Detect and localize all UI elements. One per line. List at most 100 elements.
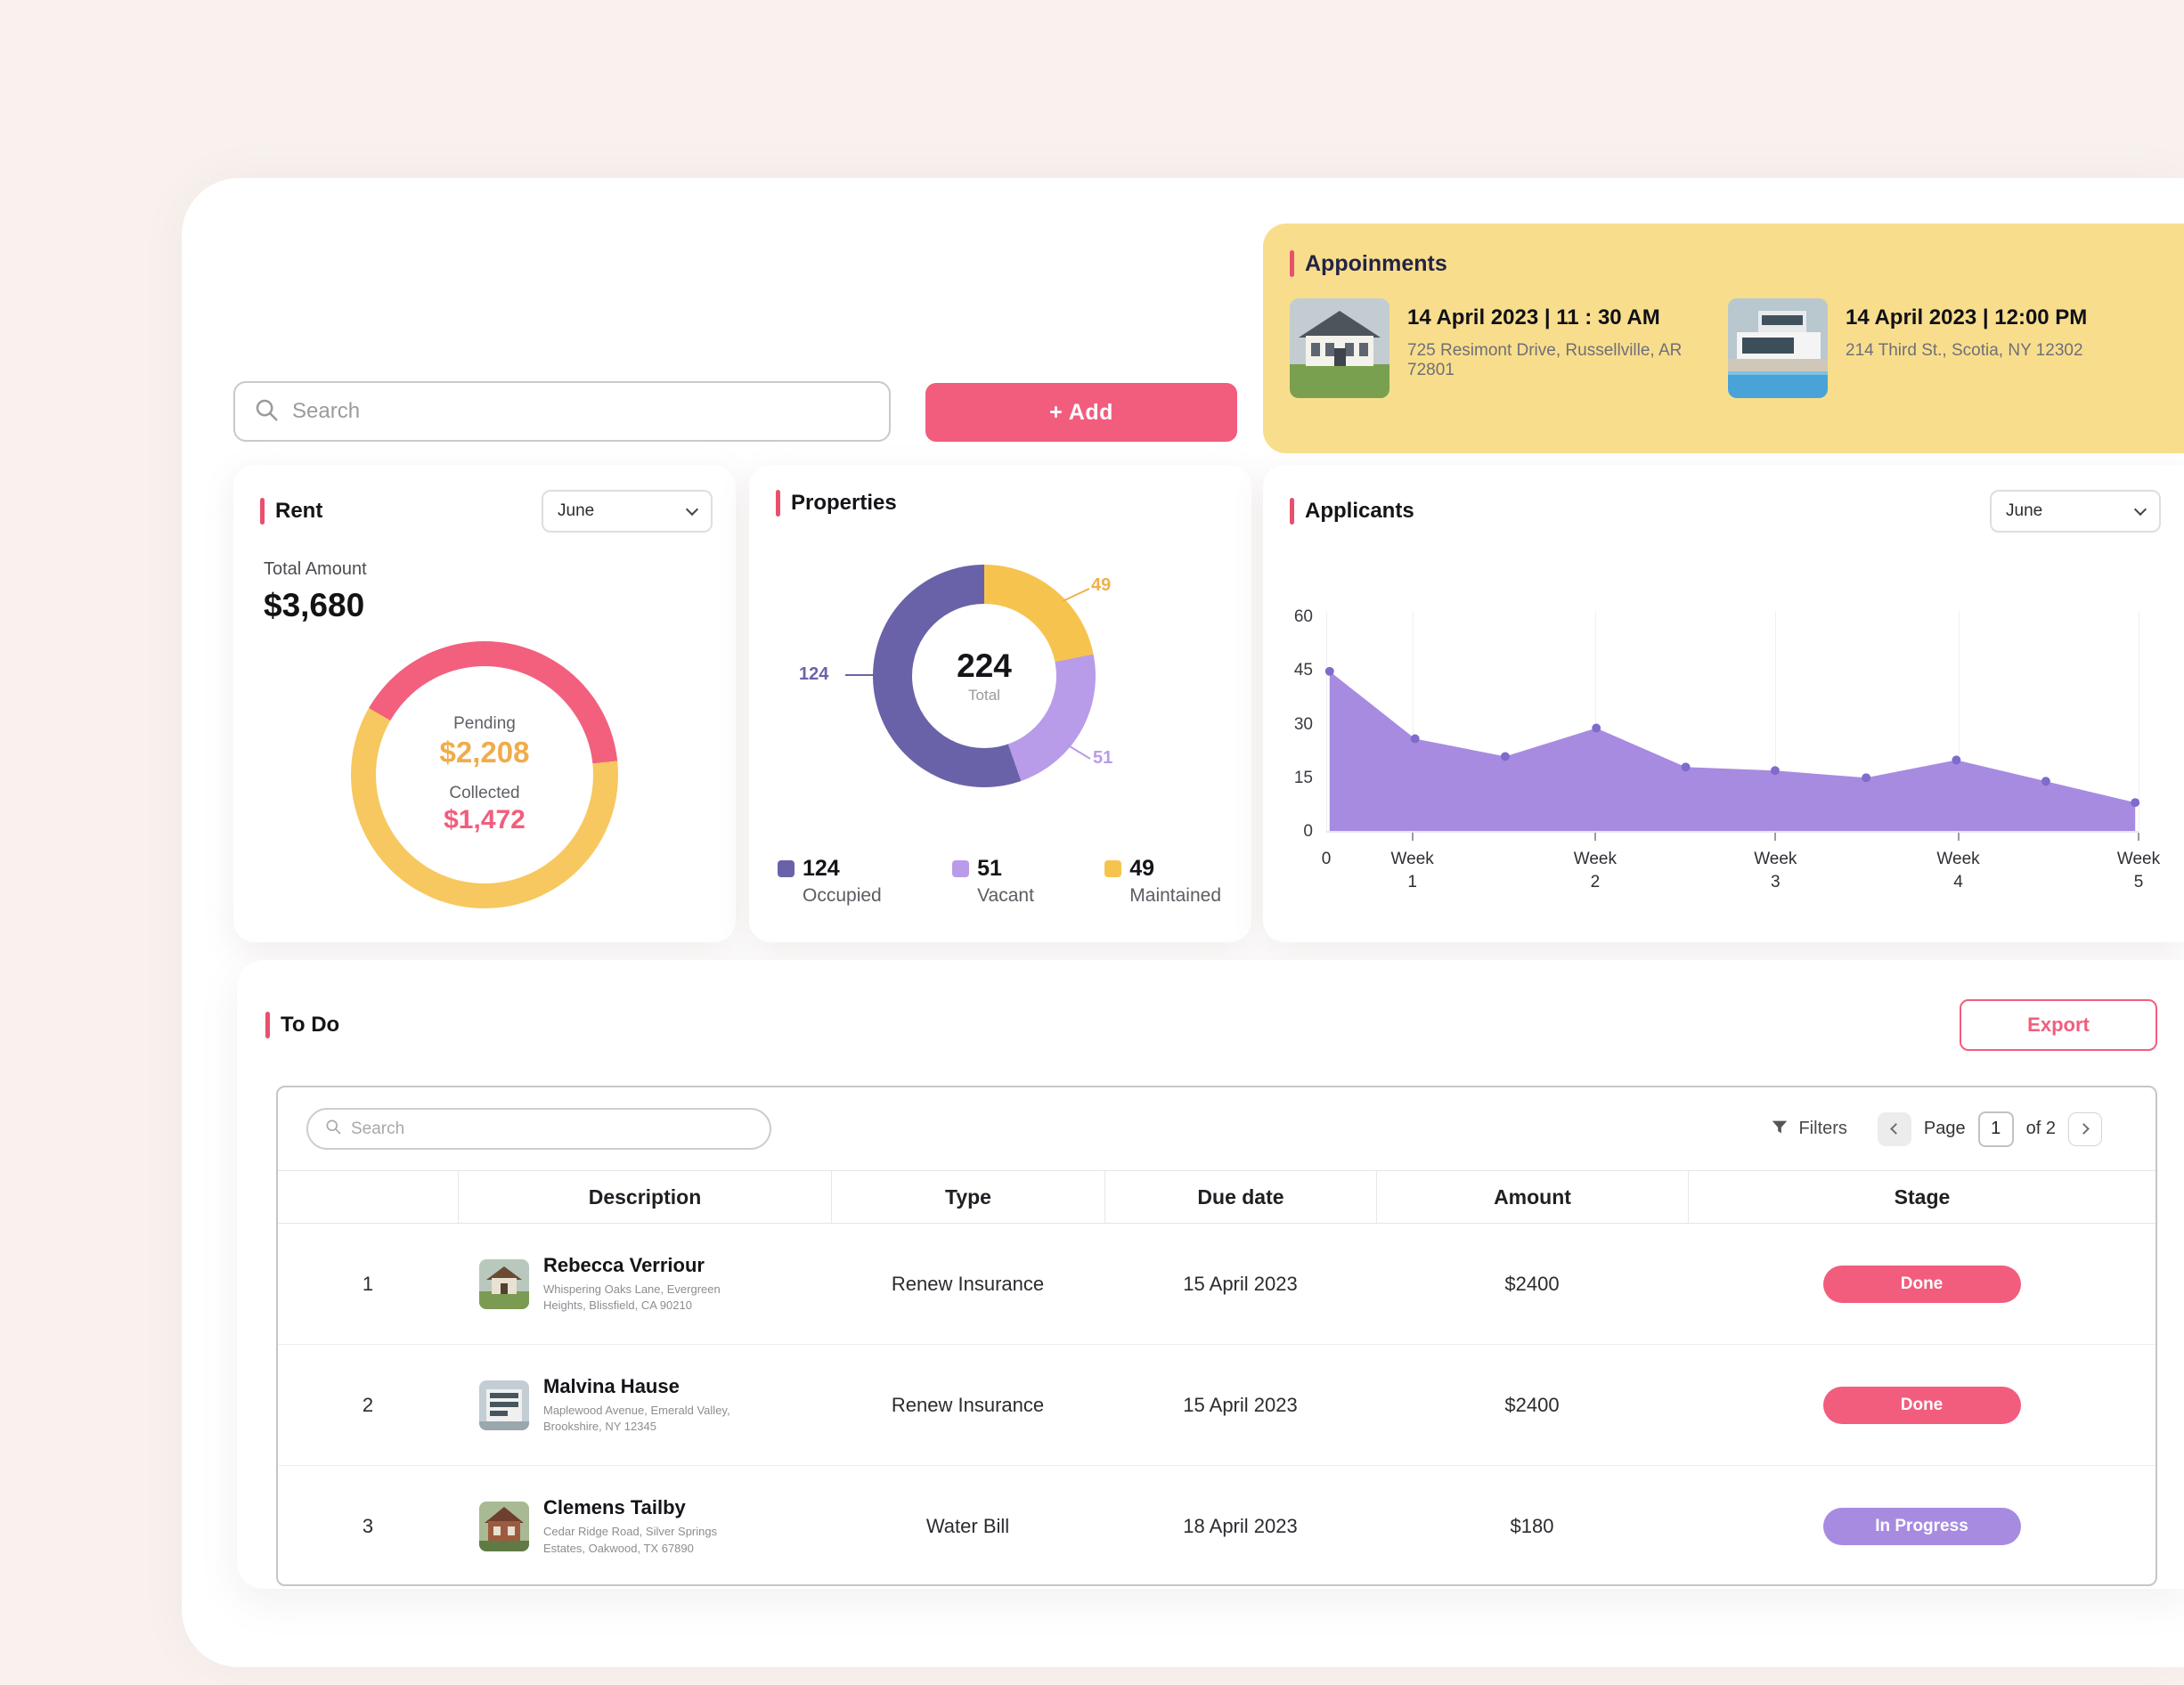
table-row[interactable]: 1 Rebecca Verriour Whispering Oaks Lane,…: [278, 1224, 2155, 1345]
amount: $2400: [1504, 1393, 1560, 1416]
chevron-left-icon: [1890, 1123, 1902, 1135]
properties-title: Properties: [776, 490, 897, 517]
table-search[interactable]: [306, 1108, 771, 1150]
prev-page-button[interactable]: [1877, 1111, 1911, 1146]
table-body: 1 Rebecca Verriour Whispering Oaks Lane,…: [278, 1224, 2155, 1584]
appointment-info: 14 April 2023 | 11 : 30 AM 725 Resimont …: [1407, 298, 1728, 398]
chart-gridlines: [1326, 611, 2139, 841]
applicants-title: Applicants: [1290, 498, 1414, 525]
search-icon: [253, 396, 280, 427]
property-avatar: [479, 1502, 529, 1551]
properties-donut-center: 224 Total: [912, 604, 1056, 748]
appointments-title-text: Appoinments: [1305, 250, 1447, 276]
y-tick-label: 0: [1303, 822, 1313, 841]
tenant-name: Clemens Tailby: [543, 1496, 686, 1519]
x-tick-label: Week 5: [2116, 850, 2161, 891]
tenant-address: Whispering Oaks Lane, Evergreen Heights,…: [543, 1282, 721, 1312]
due-date: 18 April 2023: [1183, 1515, 1298, 1537]
chevron-right-icon: [2078, 1123, 2090, 1135]
export-button[interactable]: Export: [1960, 999, 2157, 1051]
collected-amount: $1,472: [444, 805, 526, 834]
rent-total-amount: $3,680: [264, 587, 365, 623]
chevron-down-icon: [685, 502, 699, 516]
search-icon: [324, 1118, 342, 1140]
due-date: 15 April 2023: [1183, 1393, 1298, 1416]
search-input[interactable]: [292, 399, 871, 424]
applicants-month-dropdown[interactable]: June: [1990, 490, 2161, 533]
add-button[interactable]: + Add: [925, 383, 1237, 442]
legend-item-occupied: 124 Occupied: [778, 856, 882, 907]
y-tick-label: 15: [1293, 768, 1313, 787]
properties-total-label: Total: [968, 687, 1000, 704]
todo-title: To Do: [265, 1012, 339, 1038]
accent-bar: [265, 1012, 270, 1038]
tenant-address: Cedar Ridge Road, Silver Springs Estates…: [543, 1525, 718, 1555]
x-tick-label: 0: [1321, 850, 1332, 868]
stage-pill: In Progress: [1822, 1508, 2021, 1545]
amount: $2400: [1504, 1272, 1560, 1295]
table-row[interactable]: 2 Malvina Hause Maplewood Avenue, Emeral…: [278, 1345, 2155, 1466]
appointment-item[interactable]: 14 April 2023 | 12:00 PM 214 Third St., …: [1728, 298, 2166, 398]
appointment-datetime: 14 April 2023 | 12:00 PM: [1846, 305, 2088, 330]
accent-bar: [260, 498, 265, 525]
row-index: 1: [362, 1272, 374, 1295]
legend-swatch: [952, 860, 970, 877]
description-cell: Clemens Tailby Cedar Ridge Road, Silver …: [458, 1496, 831, 1556]
filters-button[interactable]: Filters: [1770, 1117, 1847, 1142]
rent-donut-center: Pending $2,208 Collected $1,472: [376, 666, 593, 883]
accent-bar: [776, 490, 780, 517]
callout-occupied: 124: [799, 664, 829, 684]
rent-total-label: Total Amount: [264, 559, 367, 579]
tenant-name: Rebecca Verriour: [543, 1253, 705, 1276]
x-tick-label: Week 1: [1390, 850, 1434, 891]
description-cell: Malvina Hause Maplewood Avenue, Emerald …: [458, 1375, 831, 1435]
accent-bar: [1290, 250, 1294, 277]
applicants-y-axis: 0 15 30 45 60: [1263, 607, 1313, 841]
appointment-datetime: 14 April 2023 | 11 : 30 AM: [1407, 305, 1660, 330]
next-page-button[interactable]: [2068, 1111, 2102, 1146]
rent-month-value: June: [558, 501, 595, 520]
pending-label: Pending: [453, 714, 516, 733]
column-amount: Amount: [1376, 1171, 1688, 1223]
page-number-input[interactable]: [1977, 1111, 2014, 1147]
task-type: Water Bill: [925, 1515, 1010, 1537]
y-tick-label: 45: [1293, 661, 1313, 680]
rent-card: Rent June Total Amount $3,680 Pending $2…: [233, 465, 736, 942]
applicants-card: Applicants June 0 15 30 45 60 0 Week 1 Week 2 Wee…: [1263, 465, 2184, 942]
appointments-card: Appoinments 14 April 2023 | 11 : 30 AM 7…: [1263, 224, 2184, 453]
page-of-label: of 2: [2025, 1119, 2056, 1138]
legend-swatch: [1104, 860, 1122, 877]
column-type: Type: [831, 1171, 1104, 1223]
row-index: 3: [362, 1515, 374, 1537]
chevron-down-icon: [2133, 502, 2147, 516]
tenant-name: Malvina Hause: [543, 1374, 680, 1397]
task-type: Renew Insurance: [891, 1272, 1045, 1295]
column-index: [278, 1171, 458, 1223]
x-tick-label: Week 4: [1936, 850, 1980, 891]
appointment-item[interactable]: 14 April 2023 | 11 : 30 AM 725 Resimont …: [1290, 298, 1728, 398]
page-label: Page: [1923, 1119, 1966, 1138]
table-row[interactable]: 3 Clemens Tailby Cedar Ridge Road, Silve…: [278, 1466, 2155, 1584]
accent-bar: [1290, 498, 1294, 525]
todo-table: Filters Page of 2 Description Type Due d…: [276, 1086, 2157, 1586]
global-search[interactable]: [233, 381, 891, 442]
y-tick-label: 30: [1293, 714, 1313, 734]
filter-funnel-icon: [1770, 1117, 1789, 1142]
applicants-month-value: June: [2006, 501, 2043, 520]
table-search-input[interactable]: [351, 1119, 754, 1139]
property-photo-colonial-house: [1290, 298, 1389, 398]
legend-item-vacant: 51 Vacant: [952, 856, 1034, 907]
y-tick-label: 60: [1293, 607, 1313, 626]
properties-card: Properties 224 Total 49 124 51 124 Occup…: [749, 465, 1251, 942]
stage-pill: Done: [1822, 1386, 2021, 1424]
table-toolbar: Filters Page of 2: [278, 1087, 2155, 1171]
description-cell: Rebecca Verriour Whispering Oaks Lane, E…: [458, 1254, 831, 1314]
column-stage: Stage: [1688, 1171, 2155, 1223]
column-due-date: Due date: [1104, 1171, 1376, 1223]
rent-donut-chart: Pending $2,208 Collected $1,472: [351, 641, 618, 908]
area-series: [1324, 666, 2140, 831]
callout-vacant: 51: [1093, 748, 1113, 768]
rent-month-dropdown[interactable]: June: [542, 490, 713, 533]
collected-label: Collected: [449, 784, 520, 802]
